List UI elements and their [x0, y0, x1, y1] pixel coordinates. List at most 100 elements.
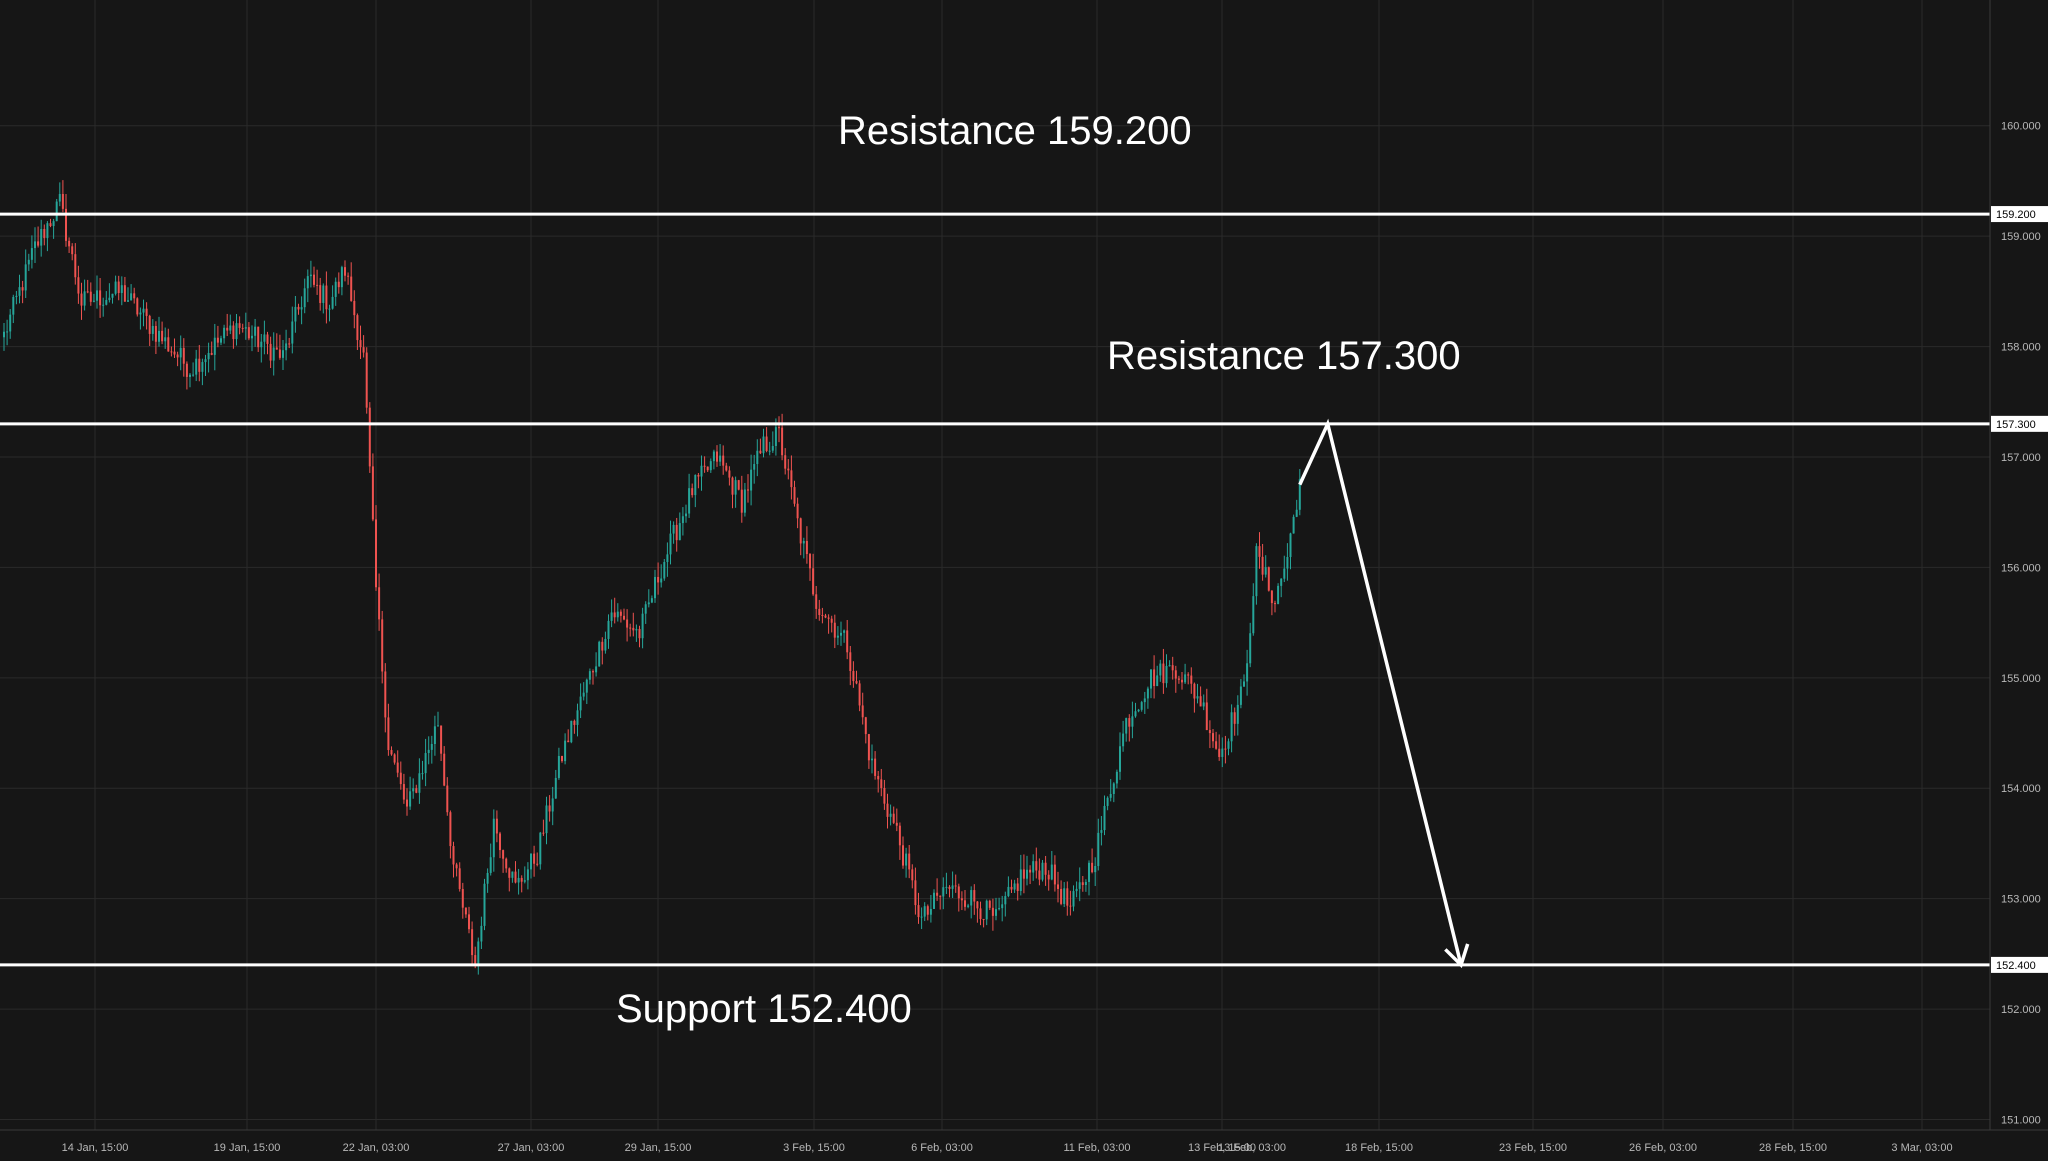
candle-body: [805, 540, 808, 555]
candle-body: [148, 315, 151, 334]
candle-body: [1246, 663, 1249, 682]
candle-body: [21, 287, 24, 291]
candle-body: [108, 297, 111, 301]
candle-body: [688, 488, 691, 514]
candle-body: [1063, 888, 1066, 904]
candle-body: [809, 554, 811, 569]
candle-body: [508, 868, 511, 878]
candle-body: [1007, 886, 1010, 897]
candle-body: [719, 455, 722, 462]
candle-body: [424, 753, 427, 774]
candle-body: [1032, 861, 1035, 873]
candle-body: [610, 612, 613, 621]
candle-body: [1181, 679, 1183, 683]
candle-body: [1177, 678, 1180, 680]
candle-body: [446, 785, 449, 813]
candle-body: [421, 773, 424, 775]
candle-body: [740, 489, 743, 513]
candle-body: [117, 281, 120, 293]
projection-path: [1298, 418, 1463, 966]
candle-body: [802, 540, 805, 544]
candle-body: [542, 832, 545, 834]
candle-body: [266, 334, 269, 344]
candle-body: [285, 343, 288, 351]
candle-body: [12, 296, 15, 315]
candle-body: [877, 775, 880, 780]
resistance-157-price-tag: [1991, 415, 2048, 432]
time-tick-label: 22 Jan, 03:00: [343, 1142, 410, 1154]
candle-body: [402, 784, 405, 800]
candle-body: [1128, 718, 1131, 727]
candle-body: [486, 872, 489, 884]
candle-body: [790, 470, 793, 488]
candle-body: [1236, 704, 1239, 724]
candle-body: [929, 908, 932, 915]
candle-body: [539, 832, 542, 865]
time-tick-label: 13 Feb, 03:00: [1218, 1142, 1286, 1154]
candle-body: [288, 343, 291, 345]
candle-body: [657, 576, 660, 583]
candle-body: [1088, 862, 1090, 882]
candle-body: [654, 576, 656, 599]
candle-body: [1125, 718, 1128, 734]
candle-body: [874, 758, 877, 776]
candle-body: [1109, 793, 1112, 798]
candle-body: [247, 327, 250, 339]
price-tick-label: 160.000: [2001, 121, 2041, 133]
candle-body: [641, 613, 644, 639]
candle-body: [920, 916, 923, 918]
time-tick-label: 18 Feb, 15:00: [1345, 1142, 1413, 1154]
candle-body: [1004, 896, 1007, 905]
candle-body: [843, 630, 846, 633]
candle-body: [821, 615, 824, 617]
candle-body: [1162, 663, 1165, 684]
candle-body: [1140, 702, 1143, 710]
candle-body: [282, 350, 284, 358]
candle-body: [1026, 869, 1028, 879]
candle-body: [967, 905, 970, 907]
candle-body: [1146, 688, 1149, 699]
candle-body: [1215, 741, 1218, 749]
price-tick-label: 158.000: [2001, 342, 2041, 354]
candle-body: [384, 671, 387, 718]
candle-body: [623, 615, 625, 620]
candle-body: [1286, 556, 1289, 569]
candle-body: [1100, 830, 1103, 833]
candle-body: [130, 293, 133, 301]
candle-body: [880, 779, 883, 788]
candle-body: [232, 325, 235, 340]
candle-body: [96, 290, 98, 301]
candle-body: [235, 323, 238, 340]
resistance-157-label: Resistance 157.300: [1107, 334, 1461, 378]
candle-body: [793, 487, 796, 504]
candle-body: [161, 330, 164, 342]
candle-body: [40, 229, 43, 246]
candle-body: [43, 229, 46, 239]
candle-body: [316, 284, 319, 286]
candle-body: [1153, 669, 1156, 687]
projection-arrow: [1298, 418, 1470, 969]
candle-body: [991, 907, 994, 916]
candle-body: [80, 293, 83, 306]
candle-body: [762, 436, 765, 454]
candle-body: [750, 469, 753, 491]
candle-body: [908, 853, 911, 870]
candle-body: [582, 692, 585, 697]
candle-body: [418, 773, 421, 793]
candle-body: [902, 845, 904, 866]
candle-body: [1001, 904, 1004, 909]
candle-body: [1035, 861, 1038, 871]
candle-body: [195, 358, 198, 375]
candle-body: [492, 818, 495, 858]
candle-body: [1187, 674, 1190, 676]
candle-body: [700, 465, 703, 477]
candle-body: [567, 740, 570, 743]
candle-body: [753, 464, 756, 470]
candle-body: [303, 288, 306, 308]
candle-body: [313, 274, 315, 285]
candle-body: [1261, 556, 1264, 575]
candle-body: [747, 489, 749, 491]
candle-body: [173, 351, 176, 355]
